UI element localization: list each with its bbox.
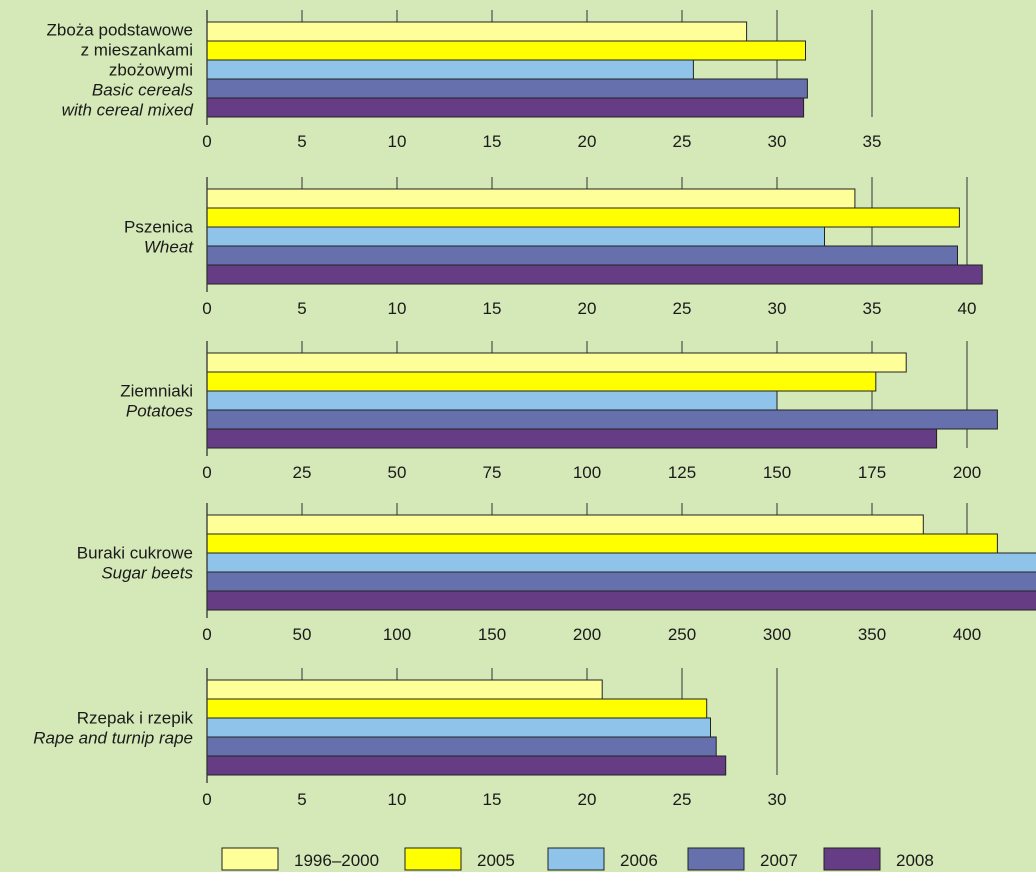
tick-label: 15 [483,132,502,151]
panel-2: 0255075100125150175200225ZiemniakiPotato… [120,341,998,482]
tick-label: 20 [578,299,597,318]
tick-label: 5 [297,299,306,318]
tick-label: 35 [863,132,882,151]
tick-label: 100 [573,463,601,482]
tick-label: 50 [388,463,407,482]
tick-label: 0 [202,625,211,644]
tick-label: 35 [863,299,882,318]
tick-label: 20 [578,790,597,809]
tick-label: 50 [293,625,312,644]
category-label-pl: Zboża podstawowe [47,21,193,40]
legend-label: 2005 [477,851,515,870]
bar-2007 [206,245,958,266]
legend: 1996–2000 2005 2006 2007 2008 [221,847,934,871]
category-label-pl: Buraki cukrowe [77,544,193,563]
tick-label: 10 [388,299,407,318]
tick-label: 30 [768,790,787,809]
bar-1996–2000 [206,679,603,700]
tick-label: 400 [953,625,981,644]
tick-label: 5 [297,790,306,809]
bar-2006 [206,390,778,411]
tick-label: 20 [578,132,597,151]
category-label-en: with cereal mixed [62,101,194,120]
tick-label: 5 [297,132,306,151]
bar-2008 [206,264,983,285]
category-label-pl: Pszenica [124,218,194,237]
bar-2006 [206,552,1036,573]
bar-2006 [206,59,694,80]
tick-label: 25 [673,790,692,809]
bar-1996–2000 [206,188,856,209]
tick-label: 75 [483,463,502,482]
category-label-pl: zbożowymi [109,61,193,80]
bar-2007 [206,736,717,757]
tick-label: 200 [573,625,601,644]
bar-2005 [206,207,960,228]
bar-1996–2000 [206,352,907,373]
category-label-en: Rape and turnip rape [33,729,193,748]
bar-2005 [206,698,708,719]
tick-label: 40 [958,299,977,318]
tick-label: 150 [763,463,791,482]
tick-label: 0 [202,299,211,318]
category-label-en: Basic cereals [92,81,194,100]
category-label-pl: z mieszankami [81,41,193,60]
bar-2007 [206,409,998,430]
tick-label: 15 [483,790,502,809]
tick-label: 250 [668,625,696,644]
bar-2007 [206,571,1036,592]
tick-label: 125 [668,463,696,482]
bar-2008 [206,590,1036,611]
legend-swatch-2007 [687,847,745,871]
bar-2005 [206,533,998,554]
bar-2008 [206,97,805,118]
panel-3: 050100150200250300350400450500550Buraki … [77,503,1036,644]
bar-2006 [206,226,825,247]
tick-label: 10 [388,790,407,809]
bar-2008 [206,428,938,449]
tick-label: 10 [388,132,407,151]
legend-label: 2006 [620,851,658,870]
category-label-pl: Ziemniaki [120,382,193,401]
legend-swatch-1996–2000 [221,847,279,871]
tick-label: 175 [858,463,886,482]
tick-label: 0 [202,463,211,482]
tick-label: 25 [673,299,692,318]
tick-label: 100 [383,625,411,644]
tick-label: 200 [953,463,981,482]
bar-1996–2000 [206,514,924,535]
category-label-pl: Rzepak i rzepik [77,709,194,728]
legend-swatch-2005 [404,847,462,871]
tick-label: 25 [293,463,312,482]
tick-label: 15 [483,299,502,318]
tick-label: 150 [478,625,506,644]
bar-2007 [206,78,808,99]
tick-label: 25 [673,132,692,151]
legend-swatch-2008 [823,847,881,871]
legend-label: 2008 [896,851,934,870]
category-label-en: Wheat [144,238,194,257]
legend-label: 2007 [760,851,798,870]
tick-label: 30 [768,132,787,151]
bar-2005 [206,40,806,61]
bar-2005 [206,371,877,392]
legend-swatch-2006 [547,847,605,871]
bar-1996–2000 [206,21,748,42]
bar-2006 [206,717,711,738]
tick-label: 0 [202,132,211,151]
tick-label: 350 [858,625,886,644]
tick-label: 300 [763,625,791,644]
legend-label: 1996–2000 [294,851,379,870]
tick-label: 30 [768,299,787,318]
bar-2008 [206,755,727,776]
category-label-en: Sugar beets [101,564,193,583]
tick-label: 0 [202,790,211,809]
category-label-en: Potatoes [126,402,194,421]
